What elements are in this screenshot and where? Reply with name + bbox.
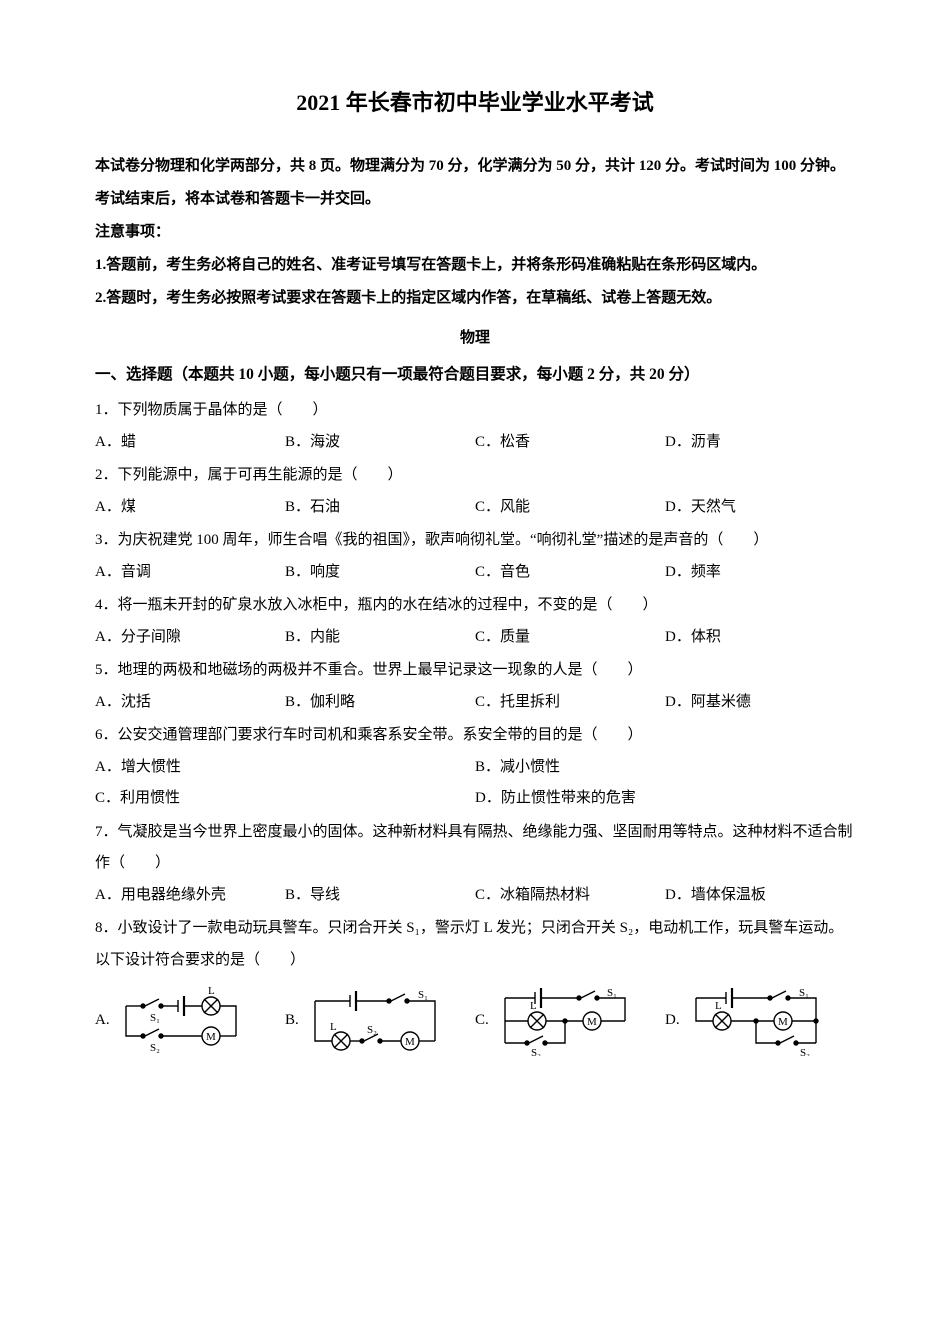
question-text: 5．地理的两极和地磁场的两极并不重合。世界上最早记录这一现象的人是（ ） <box>95 655 855 687</box>
svg-text:L: L <box>208 986 215 997</box>
option-b: B．海波 <box>285 427 475 459</box>
question-6: 6．公安交通管理部门要求行车时司机和乘客系安全带。系安全带的目的是（ ） A．增… <box>95 720 855 815</box>
option-c: C．质量 <box>475 622 665 654</box>
svg-text:M: M <box>206 1031 216 1043</box>
option-a-label: A. <box>95 1005 110 1037</box>
exam-title: 2021 年长春市初中毕业学业水平考试 <box>95 80 855 126</box>
question-text: 2．下列能源中，属于可再生能源的是（ ） <box>95 460 855 492</box>
option-c: C．冰箱隔热材料 <box>475 880 665 912</box>
question-text: 8．小致设计了一款电动玩具警车。只闭合开关 S₁，警示灯 L 发光；只闭合开关 … <box>95 913 855 976</box>
option-b-label: B. <box>285 1005 299 1037</box>
option-c-label: C. <box>475 1005 489 1037</box>
section-header: 一、选择题（本题共 10 小题，每小题只有一项最符合题目要求，每小题 2 分，共… <box>95 359 855 392</box>
option-a: A．用电器绝缘外壳 <box>95 880 285 912</box>
svg-text:L: L <box>530 1000 537 1012</box>
options-row: A．沈括 B．伽利略 C．托里拆利 D．阿基米德 <box>95 687 855 719</box>
intro-p1: 本试卷分物理和化学两部分，共 8 页。物理满分为 70 分，化学满分为 50 分… <box>95 150 855 216</box>
options-row: A．增大惯性 B．减小惯性 <box>95 752 855 784</box>
question-text: 7．气凝胶是当今世界上密度最小的固体。这种新材料具有隔热、绝缘能力强、坚固耐用等… <box>95 817 855 880</box>
option-b: B．伽利略 <box>285 687 475 719</box>
option-d-label: D. <box>665 1005 680 1037</box>
circuit-option-b: B. <box>285 986 475 1056</box>
intro-block: 本试卷分物理和化学两部分，共 8 页。物理满分为 70 分，化学满分为 50 分… <box>95 150 855 315</box>
svg-text:S₁: S₁ <box>418 989 428 1001</box>
svg-text:S₂: S₂ <box>367 1024 377 1036</box>
circuit-a-icon: S₁ L S₂ M <box>116 986 246 1056</box>
option-c: C．托里拆利 <box>475 687 665 719</box>
option-c: C．利用惯性 <box>95 783 475 815</box>
option-b: B．内能 <box>285 622 475 654</box>
option-c: C．松香 <box>475 427 665 459</box>
intro-p3: 1.答题前，考生务必将自己的姓名、准考证号填写在答题卡上，并将条形码准确粘贴在条… <box>95 249 855 282</box>
option-b: B．石油 <box>285 492 475 524</box>
options-row: A．蜡 B．海波 C．松香 D．沥青 <box>95 427 855 459</box>
option-d: D．频率 <box>665 557 855 589</box>
options-row: A．煤 B．石油 C．风能 D．天然气 <box>95 492 855 524</box>
intro-p2: 注意事项： <box>95 216 855 249</box>
option-a: A．增大惯性 <box>95 752 475 784</box>
svg-text:S₂: S₂ <box>531 1047 541 1056</box>
option-b: B．减小惯性 <box>475 752 855 784</box>
question-2: 2．下列能源中，属于可再生能源的是（ ） A．煤 B．石油 C．风能 D．天然气 <box>95 460 855 523</box>
option-d: D．体积 <box>665 622 855 654</box>
option-a: A．煤 <box>95 492 285 524</box>
circuit-d-icon: S₁ L M S₂ <box>686 986 826 1056</box>
question-3: 3．为庆祝建党 100 周年，师生合唱《我的祖国》，歌声响彻礼堂。“响彻礼堂”描… <box>95 525 855 588</box>
option-c: C．音色 <box>475 557 665 589</box>
question-text: 6．公安交通管理部门要求行车时司机和乘客系安全带。系安全带的目的是（ ） <box>95 720 855 752</box>
option-d: D．墙体保温板 <box>665 880 855 912</box>
question-text: 1．下列物质属于晶体的是（ ） <box>95 395 855 427</box>
circuit-option-d: D. <box>665 986 855 1056</box>
subject-label: 物理 <box>95 323 855 355</box>
option-d: D．沥青 <box>665 427 855 459</box>
svg-text:M: M <box>405 1036 415 1048</box>
option-b: B．响度 <box>285 557 475 589</box>
options-row: A．音调 B．响度 C．音色 D．频率 <box>95 557 855 589</box>
option-d: D．阿基米德 <box>665 687 855 719</box>
option-d: D．天然气 <box>665 492 855 524</box>
question-text: 3．为庆祝建党 100 周年，师生合唱《我的祖国》，歌声响彻礼堂。“响彻礼堂”描… <box>95 525 855 557</box>
option-a: A．音调 <box>95 557 285 589</box>
circuit-b-icon: S₁ L S₂ M <box>305 986 445 1056</box>
option-b: B．导线 <box>285 880 475 912</box>
circuit-options-row: A. <box>95 986 855 1056</box>
svg-text:L: L <box>715 1000 722 1012</box>
svg-text:S₂: S₂ <box>150 1042 160 1054</box>
svg-text:M: M <box>587 1016 597 1028</box>
svg-text:S₂: S₂ <box>800 1047 810 1056</box>
svg-text:S₁: S₁ <box>150 1012 160 1024</box>
intro-p4: 2.答题时，考生务必按照考试要求在答题卡上的指定区域内作答，在草稿纸、试卷上答题… <box>95 282 855 315</box>
question-4: 4．将一瓶未开封的矿泉水放入冰柜中，瓶内的水在结冰的过程中，不变的是（ ） A．… <box>95 590 855 653</box>
svg-text:L: L <box>330 1021 337 1033</box>
svg-text:S₁: S₁ <box>799 987 809 999</box>
option-a: A．沈括 <box>95 687 285 719</box>
question-7: 7．气凝胶是当今世界上密度最小的固体。这种新材料具有隔热、绝缘能力强、坚固耐用等… <box>95 817 855 912</box>
options-row: C．利用惯性 D．防止惯性带来的危害 <box>95 783 855 815</box>
question-8: 8．小致设计了一款电动玩具警车。只闭合开关 S₁，警示灯 L 发光；只闭合开关 … <box>95 913 855 1056</box>
option-a: A．蜡 <box>95 427 285 459</box>
question-5: 5．地理的两极和地磁场的两极并不重合。世界上最早记录这一现象的人是（ ） A．沈… <box>95 655 855 718</box>
svg-text:S₁: S₁ <box>607 987 617 999</box>
option-a: A．分子间隙 <box>95 622 285 654</box>
circuit-c-icon: S₁ L M S₂ <box>495 986 635 1056</box>
question-1: 1．下列物质属于晶体的是（ ） A．蜡 B．海波 C．松香 D．沥青 <box>95 395 855 458</box>
option-c: C．风能 <box>475 492 665 524</box>
question-text: 4．将一瓶未开封的矿泉水放入冰柜中，瓶内的水在结冰的过程中，不变的是（ ） <box>95 590 855 622</box>
circuit-option-c: C. <box>475 986 665 1056</box>
options-row: A．用电器绝缘外壳 B．导线 C．冰箱隔热材料 D．墙体保温板 <box>95 880 855 912</box>
circuit-option-a: A. <box>95 986 285 1056</box>
option-d: D．防止惯性带来的危害 <box>475 783 855 815</box>
svg-text:M: M <box>778 1016 788 1028</box>
options-row: A．分子间隙 B．内能 C．质量 D．体积 <box>95 622 855 654</box>
